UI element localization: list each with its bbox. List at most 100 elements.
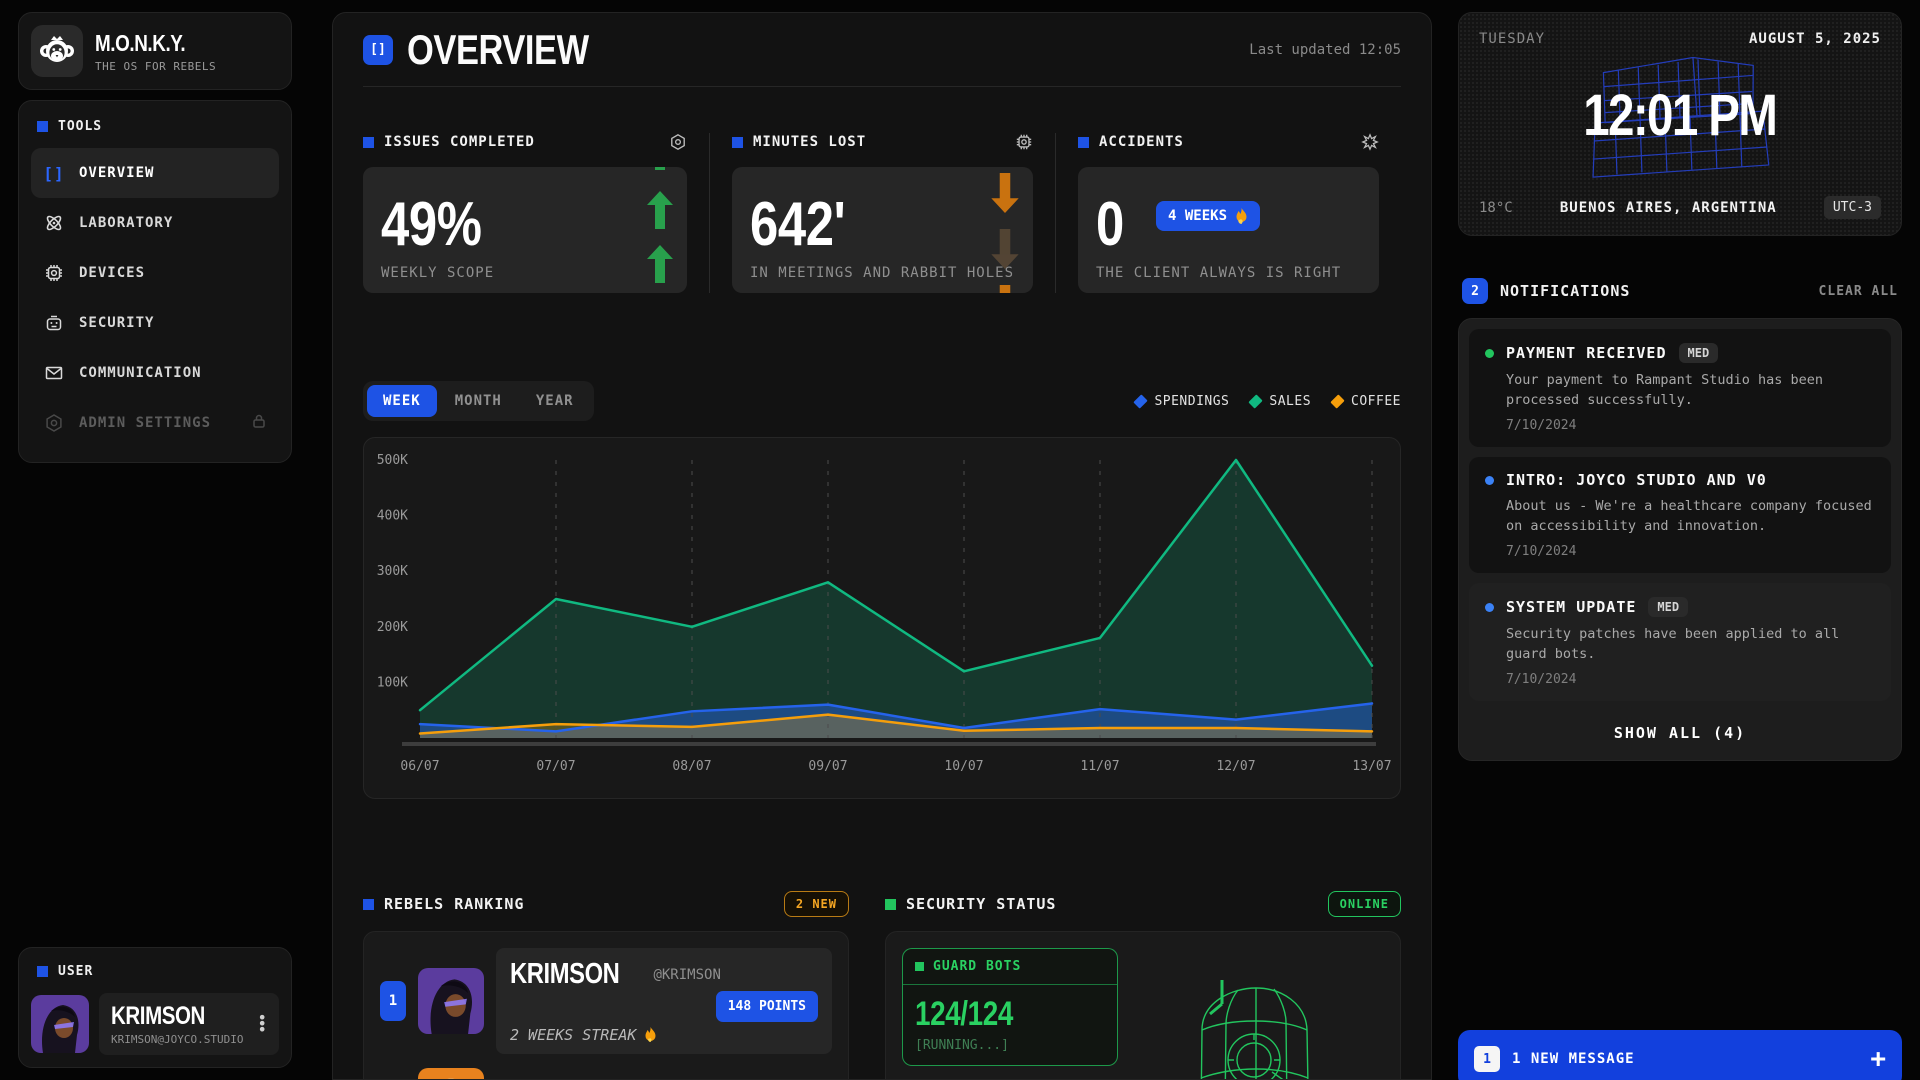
bottom-sections: REBELS RANKING 2 NEW 1: [363, 891, 1401, 1080]
app-subtitle: THE OS FOR REBELS: [95, 60, 216, 73]
rank-info: KRIMSON @KRIMSON 148 POINTS 2 WEEKS STRE…: [496, 948, 832, 1054]
status-dot-icon: [1485, 603, 1494, 612]
clock-time: 12:01 PM: [1583, 82, 1776, 149]
app-title: M.O.N.K.Y.: [95, 30, 185, 57]
sidebar-item-devices[interactable]: DEVICES: [31, 248, 279, 298]
tools-label-text: TOOLS: [58, 119, 102, 134]
priority-badge: MED: [1648, 597, 1688, 617]
user-info-panel: KRIMSON KRIMSON@JOYCO.STUDIO •••: [99, 993, 279, 1055]
clear-all-button[interactable]: CLEAR ALL: [1819, 284, 1898, 299]
stat-body: 0 4 WEEKS THE CLIENT ALWAYS IS RIGHT: [1078, 167, 1379, 293]
new-count-badge: 2 NEW: [784, 891, 849, 917]
sidebar-item-label: SECURITY: [79, 315, 154, 331]
sidebar-item-laboratory[interactable]: LABORATORY: [31, 198, 279, 248]
table-row[interactable]: 1 KRIMSON @KRIMSON: [380, 948, 832, 1054]
nav-menu: TOOLS [] OVERVIEW LABORATORY: [18, 100, 292, 463]
stat-minutes-lost: MINUTES LOST 642' IN MEETINGS AND RABBIT…: [709, 133, 1055, 293]
security-header: SECURITY STATUS ONLINE: [885, 891, 1401, 917]
notification-title-row: PAYMENT RECEIVED MED: [1485, 343, 1875, 363]
svg-text:300K: 300K: [377, 564, 408, 579]
flame-icon: [1235, 208, 1248, 224]
list-item[interactable]: SYSTEM UPDATE MED Security patches have …: [1469, 583, 1891, 701]
security-title: SECURITY STATUS: [906, 895, 1056, 913]
sidebar-item-label: ADMIN SETTINGS: [79, 415, 211, 431]
chip-icon: [43, 262, 65, 284]
diamond-icon: [1249, 394, 1263, 408]
app-root: M.O.N.K.Y. THE OS FOR REBELS TOOLS [] OV…: [0, 0, 1920, 1080]
tools-section-label: TOOLS: [31, 115, 279, 148]
guard-bots-title: GUARD BOTS: [933, 959, 1021, 974]
avatar: [418, 968, 484, 1034]
tab-year[interactable]: YEAR: [520, 385, 590, 417]
ranking-header: REBELS RANKING 2 NEW: [363, 891, 849, 917]
sidebar-item-label: COMMUNICATION: [79, 365, 202, 381]
legend-sales[interactable]: SALES: [1251, 394, 1311, 409]
right-column: TUESDAY AUGUST 5, 2025 12:01 PM: [1458, 12, 1902, 761]
status-badge: ONLINE: [1328, 891, 1401, 917]
list-item[interactable]: PAYMENT RECEIVED MED Your payment to Ram…: [1469, 329, 1891, 447]
user-row: KRIMSON KRIMSON@JOYCO.STUDIO •••: [31, 993, 279, 1055]
last-updated: Last updated 12:05: [1249, 42, 1401, 58]
notifications-title: NOTIFICATIONS: [1500, 282, 1630, 300]
stat-subtitle: WEEKLY SCOPE: [381, 265, 494, 281]
kebab-menu-icon[interactable]: •••: [257, 1015, 267, 1033]
tab-month[interactable]: MONTH: [439, 385, 518, 417]
stat-issues-completed: ISSUES COMPLETED 49% WEEKLY SCOPE: [363, 133, 709, 293]
monkey-logo-icon: [31, 25, 83, 77]
tab-week[interactable]: WEEK: [367, 385, 437, 417]
svg-text:12/07: 12/07: [1216, 759, 1255, 774]
temperature: 18°C: [1479, 200, 1513, 216]
svg-text:06/07: 06/07: [400, 759, 439, 774]
blue-square-icon: [1078, 137, 1089, 148]
stat-body: 642' IN MEETINGS AND RABBIT HOLES: [732, 167, 1033, 293]
notification-date: 7/10/2024: [1506, 418, 1875, 433]
sidebar-item-security[interactable]: SECURITY: [31, 298, 279, 348]
envelope-icon: [43, 362, 65, 384]
user-card: USER KRIMSON KRIMSON@JOYCO.STUDIO: [18, 947, 292, 1068]
burst-icon[interactable]: [1361, 133, 1379, 151]
chart-panel: 100K200K300K400K500K06/0707/0708/0709/07…: [363, 437, 1401, 799]
stat-header: ACCIDENTS: [1078, 133, 1379, 151]
svg-text:08/07: 08/07: [672, 759, 711, 774]
chip-settings-icon[interactable]: [1015, 133, 1033, 151]
notifications-list: PAYMENT RECEIVED MED Your payment to Ram…: [1458, 318, 1902, 761]
chart-svg: 100K200K300K400K500K06/0707/0708/0709/07…: [364, 438, 1400, 798]
notification-body: Security patches have been applied to al…: [1506, 625, 1875, 664]
rank-badge: 1: [380, 981, 406, 1021]
user-text: KRIMSON KRIMSON@JOYCO.STUDIO: [111, 1002, 243, 1046]
svg-text:400K: 400K: [377, 509, 408, 524]
ranking-title: REBELS RANKING: [384, 895, 524, 913]
notification-title: SYSTEM UPDATE: [1506, 598, 1636, 616]
notification-title-row: SYSTEM UPDATE MED: [1485, 597, 1875, 617]
weekday: TUESDAY: [1479, 31, 1545, 47]
notification-title: INTRO: JOYCO STUDIO AND V0: [1506, 471, 1767, 489]
date: AUGUST 5, 2025: [1749, 31, 1881, 47]
rebels-ranking-section: REBELS RANKING 2 NEW 1: [363, 891, 849, 1080]
sidebar-item-communication[interactable]: COMMUNICATION: [31, 348, 279, 398]
stat-value: 49%: [381, 197, 482, 253]
stat-subtitle: IN MEETINGS AND RABBIT HOLES: [750, 265, 1014, 281]
new-message-bar[interactable]: 1 1 NEW MESSAGE +: [1458, 1030, 1902, 1080]
guard-bots-panel: GUARD BOTS 124/124 [RUNNING...]: [902, 948, 1118, 1066]
notification-count-badge: 2: [1462, 278, 1488, 304]
legend-coffee[interactable]: COFFEE: [1333, 394, 1401, 409]
plus-icon[interactable]: +: [1870, 1044, 1886, 1074]
guard-bots-state: [RUNNING...]: [915, 1038, 1105, 1053]
location: BUENOS AIRES, ARGENTINA: [1513, 200, 1824, 216]
message-text: 1 NEW MESSAGE: [1512, 1051, 1635, 1067]
svg-text:13/07: 13/07: [1352, 759, 1391, 774]
blue-square-icon: [37, 121, 48, 132]
list-item[interactable]: INTRO: JOYCO STUDIO AND V0 About us - We…: [1469, 457, 1891, 573]
show-all-button[interactable]: SHOW ALL (4): [1469, 711, 1891, 750]
svg-text:200K: 200K: [377, 620, 408, 635]
legend-spendings[interactable]: SPENDINGS: [1136, 394, 1229, 409]
hexnut-settings-icon[interactable]: [669, 133, 687, 151]
status-dot-icon: [1485, 349, 1494, 358]
user-section-label: USER: [31, 960, 279, 983]
sidebar-item-overview[interactable]: [] OVERVIEW: [31, 148, 279, 198]
stat-header: ISSUES COMPLETED: [363, 133, 687, 151]
lock-icon: [251, 413, 267, 433]
avatar: [31, 995, 89, 1053]
table-row[interactable]: 2 MATI: [380, 1068, 832, 1080]
diamond-icon: [1134, 394, 1148, 408]
